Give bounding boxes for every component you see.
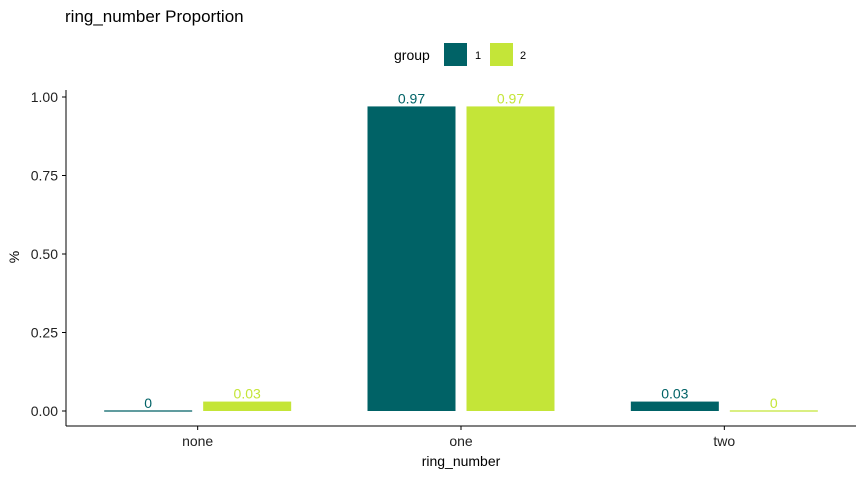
bar-two-group-1 <box>630 401 719 411</box>
bars-layer <box>104 106 818 412</box>
legend-title: group <box>394 47 430 63</box>
legend-key-group-2 <box>490 43 513 66</box>
y-tick-label: 0.25 <box>31 325 58 341</box>
bar-none-group-2 <box>203 401 292 411</box>
legend-label-group-1: 1 <box>475 50 481 62</box>
x-axis-ticks: none one two <box>182 426 735 449</box>
legend-key-group-1 <box>444 43 467 66</box>
data-label-one-group-1: 0.97 <box>398 90 425 106</box>
bar-one-group-1 <box>367 106 456 412</box>
data-labels-layer: 0 0.03 0.97 0.97 0.03 0 <box>144 90 778 411</box>
x-axis-title: ring_number <box>422 453 501 469</box>
y-tick-label: 0.00 <box>31 403 58 419</box>
x-tick-label: one <box>449 433 473 449</box>
bar-one-group-2 <box>466 106 555 412</box>
data-label-two-group-2: 0 <box>770 395 778 411</box>
data-label-two-group-1: 0.03 <box>661 386 688 402</box>
y-axis-ticks: 0.00 0.25 0.50 0.75 1.00 <box>31 89 66 419</box>
data-label-one-group-2: 0.97 <box>497 90 524 106</box>
data-label-none-group-1: 0 <box>144 395 152 411</box>
y-tick-label: 0.75 <box>31 168 58 184</box>
x-tick-label: none <box>182 433 213 449</box>
legend-label-group-2: 2 <box>520 50 526 62</box>
chart-title: ring_number Proportion <box>65 7 244 26</box>
x-tick-label: two <box>713 433 735 449</box>
legend: group 1 2 <box>394 43 526 66</box>
y-tick-label: 0.50 <box>31 246 58 262</box>
y-axis-title: % <box>6 251 22 263</box>
y-tick-label: 1.00 <box>31 89 58 105</box>
data-label-none-group-2: 0.03 <box>234 386 261 402</box>
